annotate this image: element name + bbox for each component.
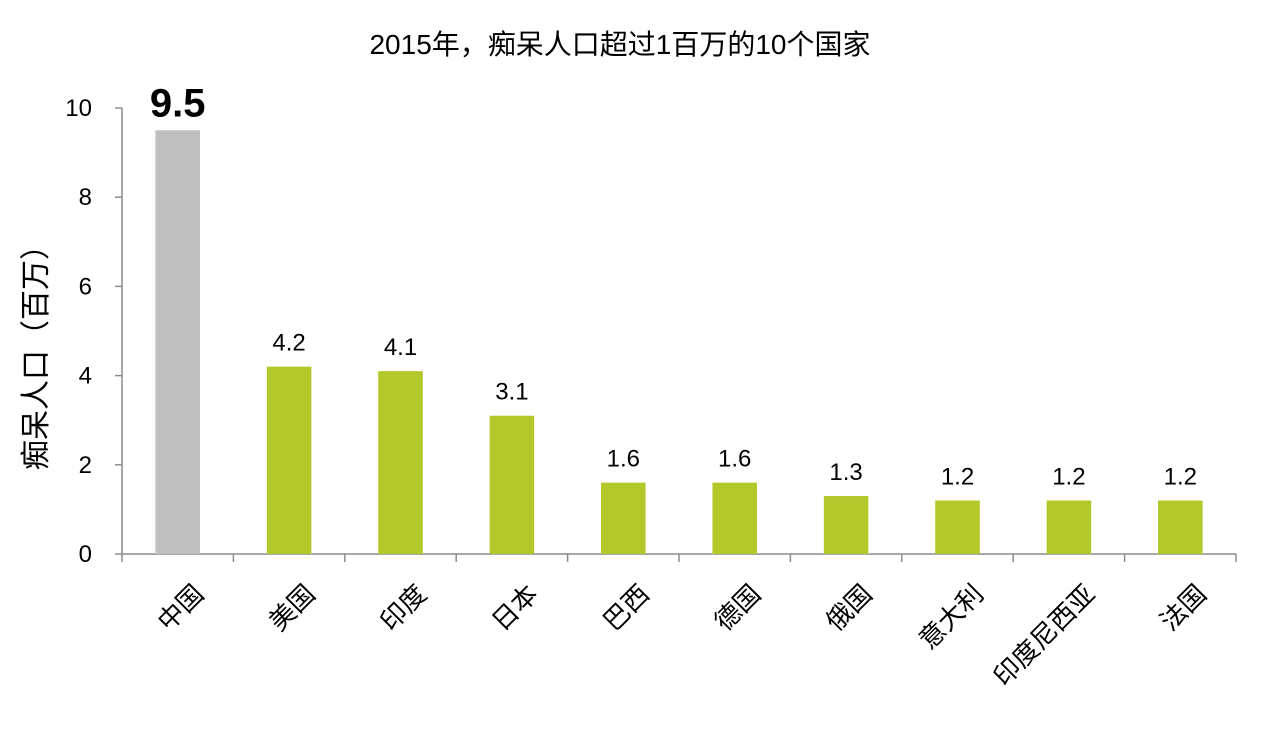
y-tick-label: 2 (79, 452, 92, 479)
data-label: 1.2 (1052, 463, 1085, 490)
bar (712, 482, 757, 554)
category-label: 日本 (486, 579, 544, 637)
y-axis-ticks: 0 2 4 6 8 10 (65, 95, 122, 568)
category-label: 法国 (1154, 579, 1212, 637)
bars (155, 130, 1203, 555)
y-tick-label: 0 (79, 541, 92, 568)
data-labels: 9.5 4.2 4.1 3.1 1.6 1.6 1.3 1.2 1.2 1.2 (150, 81, 1197, 490)
y-tick-label: 8 (79, 184, 92, 211)
data-label: 4.1 (384, 334, 417, 361)
data-label: 1.6 (607, 446, 640, 473)
category-label: 中国 (152, 579, 210, 637)
y-tick-label: 10 (65, 95, 92, 122)
category-label: 德国 (709, 579, 767, 637)
data-label: 1.6 (718, 446, 751, 473)
category-label: 印度尼西亚 (988, 579, 1101, 692)
y-tick-label: 6 (79, 273, 92, 300)
bar (1046, 500, 1092, 554)
bar (155, 130, 200, 555)
category-label: 美国 (263, 579, 321, 637)
data-label: 1.2 (941, 463, 974, 490)
data-label: 1.2 (1164, 463, 1197, 490)
y-axis-label: 痴呆人口（百万） (20, 230, 53, 470)
chart-title: 2015年，痴呆人口超过1百万的10个国家 (369, 29, 870, 60)
bar (489, 415, 535, 554)
bar (1158, 500, 1203, 554)
bar (823, 496, 869, 554)
bar (378, 371, 423, 554)
y-tick-label: 4 (79, 363, 92, 390)
data-label: 4.2 (272, 330, 305, 357)
category-label: 意大利 (913, 579, 989, 655)
bar (266, 366, 312, 554)
data-label: 9.5 (150, 81, 206, 125)
category-label: 巴西 (597, 579, 655, 637)
category-label: 印度 (374, 579, 432, 637)
data-label: 3.1 (495, 379, 528, 406)
category-label: 俄国 (820, 579, 878, 637)
bar (935, 500, 980, 554)
data-label: 1.3 (829, 459, 862, 486)
bar (601, 482, 646, 554)
